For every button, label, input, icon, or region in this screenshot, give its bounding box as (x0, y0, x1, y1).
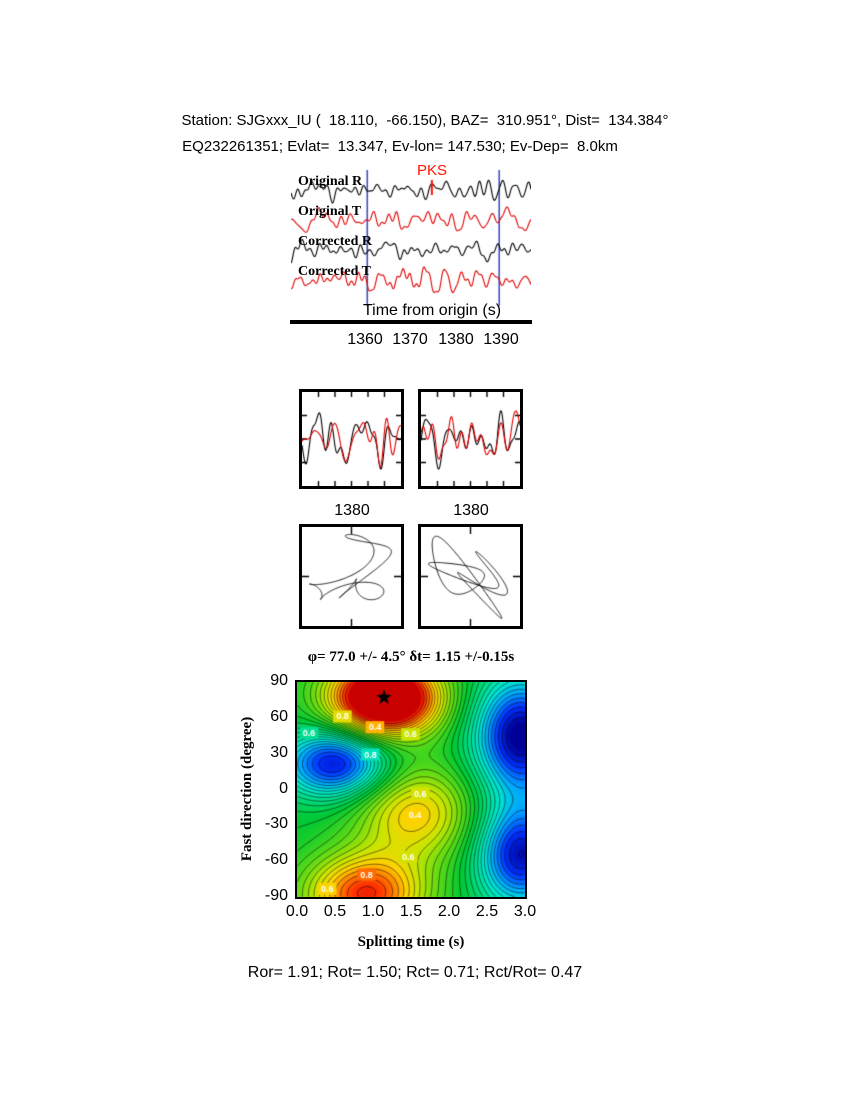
contour-ytick-0: 0 (279, 780, 288, 797)
zoom-panel-right (418, 389, 523, 489)
trace-label-original-r: Original R (298, 174, 363, 189)
time-tick-1360: 1360 (347, 331, 383, 348)
contour-xtick-5: 2.5 (475, 903, 499, 920)
contour-canvas (297, 682, 525, 897)
trace-label-original-t: Original T (298, 204, 362, 219)
contour-xtick-1: 0.5 (323, 903, 347, 920)
footer-stats: Ror= 1.91; Rot= 1.50; Rct= 0.71; Rct/Rot… (247, 964, 583, 981)
station-info-line: Station: SJGxxx_IU ( 18.110, -66.150), B… (181, 112, 669, 129)
phase-label-pks: PKS (416, 162, 447, 179)
zoom-waveform-canvas-left (302, 392, 401, 486)
contour-plot-frame (295, 680, 527, 899)
time-tick-1380: 1380 (438, 331, 474, 348)
time-tick-1370: 1370 (392, 331, 428, 348)
contour-ytick-m90: -90 (264, 887, 288, 904)
zoom-tick-label-right: 1380 (453, 502, 489, 519)
contour-ytick-60: 60 (270, 708, 288, 725)
splitting-result-title: φ= 77.0 +/- 4.5° δt= 1.15 +/-0.15s (307, 649, 515, 665)
contour-xtick-0: 0.0 (285, 903, 309, 920)
contour-ytick-30: 30 (270, 744, 288, 761)
particle-motion-panel-right (418, 524, 523, 629)
splitting-time-axis-label: Splitting time (s) (357, 934, 465, 950)
contour-ytick-m60: -60 (264, 851, 288, 868)
zoom-panel-left (299, 389, 404, 489)
contour-xtick-2: 1.0 (361, 903, 385, 920)
seismogram-canvas (291, 168, 531, 308)
event-info-line: EQ232261351; Evlat= 13.347, Ev-lon= 147.… (182, 138, 618, 155)
zoom-waveform-canvas-right (421, 392, 520, 486)
particle-motion-canvas-right (421, 527, 520, 626)
time-axis-title: Time from origin (s) (362, 302, 502, 319)
particle-motion-canvas-left (302, 527, 401, 626)
contour-xtick-4: 2.0 (437, 903, 461, 920)
contour-xtick-3: 1.5 (399, 903, 423, 920)
time-axis-line (290, 320, 532, 324)
contour-ytick-m30: -30 (264, 815, 288, 832)
trace-label-corrected-t: Corrected T (298, 264, 371, 279)
contour-xtick-6: 3.0 (513, 903, 537, 920)
trace-label-corrected-r: Corrected R (298, 234, 372, 249)
zoom-tick-label-left: 1380 (334, 502, 370, 519)
contour-ytick-90: 90 (270, 672, 288, 689)
particle-motion-panel-left (299, 524, 404, 629)
time-tick-1390: 1390 (483, 331, 519, 348)
